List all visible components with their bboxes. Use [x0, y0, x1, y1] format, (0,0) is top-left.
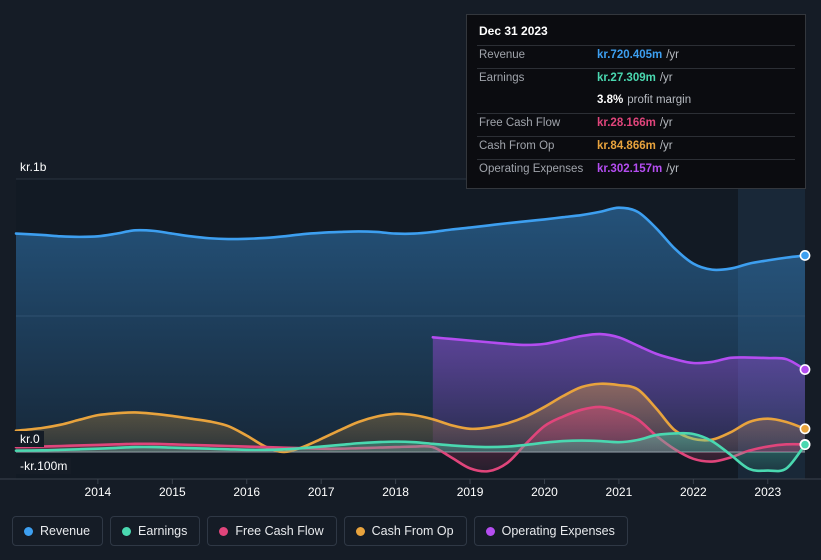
x-axis-tick: 2015	[158, 485, 186, 499]
tooltip-row-label: Revenue	[479, 49, 526, 61]
tooltip-row-unit: profit margin	[627, 94, 692, 106]
x-axis-tick: 2017	[307, 485, 335, 499]
tooltip-row: 3.8% profit margin	[477, 91, 795, 113]
tooltip-row-value: 3.8%	[597, 94, 624, 106]
series-earnings	[14, 431, 807, 473]
y-axis-label-neg: -kr.100m	[14, 458, 72, 474]
x-axis-tick: 2020	[531, 485, 558, 499]
tooltip-row-label: Cash From Op	[479, 140, 555, 152]
endpoint-marker	[799, 439, 811, 451]
tooltip-row-label: Earnings	[479, 72, 525, 84]
tooltip-row-unit: /yr	[666, 163, 680, 175]
tooltip-row: Cash From Op kr.84.866m/yr	[477, 136, 795, 159]
chart-legend[interactable]: Revenue Earnings Free Cash Flow Cash From O…	[12, 516, 628, 546]
y-axis-label-1b: kr.1b	[14, 159, 51, 175]
tooltip-row-value: kr.720.405m	[597, 49, 663, 61]
legend-item-earnings[interactable]: Earnings	[110, 516, 201, 546]
tooltip-rows: Revenue kr.720.405m/yr Earnings kr.27.309m /…	[477, 45, 795, 182]
x-axis-tick: 2019	[456, 485, 484, 499]
endpoint-marker	[799, 364, 811, 375]
tooltip-row-unit: /yr	[659, 72, 673, 84]
legend-item-cash-from-op[interactable]: Cash From Op	[343, 516, 467, 546]
x-axis-tick: 2014	[84, 485, 112, 499]
tooltip-row-unit: /yr	[659, 117, 673, 129]
tooltip-row-value: kr.28.166m	[597, 117, 656, 129]
financial-chart[interactable]: kr.1b kr.0 -kr.100m 2014 2015 2016 2017 2018…	[0, 0, 821, 500]
legend-dot-icon	[24, 526, 33, 536]
tooltip-row: Earnings kr.27.309m/yr	[477, 68, 795, 91]
legend-dot-icon	[355, 526, 365, 536]
tooltip-row-label: Free Cash Flow	[479, 117, 561, 129]
legend-item-free-cash-flow[interactable]: Free Cash Flow	[207, 516, 337, 546]
tooltip-row-value: kr.27.309m	[597, 72, 656, 84]
endpoint-marker	[799, 250, 811, 261]
legend-item-label: Free Cash Flow	[235, 524, 324, 538]
legend-item-label: Cash From Op	[371, 524, 454, 538]
tooltip-row-label: Operating Expenses	[479, 163, 584, 175]
legend-dot-icon	[122, 526, 132, 536]
tooltip-row: Operating Expenses kr.302.157m/yr	[477, 159, 795, 182]
x-axis-tick: 2023	[754, 485, 782, 499]
tooltip-row-value: kr.302.157m	[597, 163, 663, 175]
tooltip-row: Revenue kr.720.405m/yr	[477, 45, 795, 68]
legend-dot-icon	[219, 526, 229, 536]
legend-item-label: Earnings	[138, 524, 188, 538]
tooltip-row-unit: /yr	[659, 140, 673, 152]
legend-item-revenue[interactable]: Revenue	[12, 516, 104, 546]
x-axis-tick: 2016	[233, 485, 261, 499]
legend-item-label: Operating Expenses	[501, 524, 615, 538]
legend-item-label: Revenue	[40, 524, 91, 538]
legend-dot-icon	[485, 526, 495, 536]
tooltip-row-value: kr.84.866m	[597, 140, 656, 152]
tooltip-row: Free Cash Flow kr.28.166m/yr	[477, 113, 795, 136]
y-axis-label-0: kr.0	[14, 431, 44, 447]
chart-canvas[interactable]	[0, 0, 821, 500]
tooltip-row-unit: /yr	[666, 49, 680, 61]
x-axis-tick: 2021	[605, 485, 633, 499]
data-tooltip: Dec 31 2023 Revenue kr.720.405m/yr Earning…	[466, 14, 806, 189]
legend-item-operating-expenses[interactable]: Operating Expenses	[473, 516, 628, 546]
tooltip-date: Dec 31 2023	[479, 24, 548, 38]
endpoint-marker	[799, 423, 811, 435]
x-axis-tick: 2022	[679, 485, 707, 499]
x-axis-tick: 2018	[382, 485, 409, 499]
